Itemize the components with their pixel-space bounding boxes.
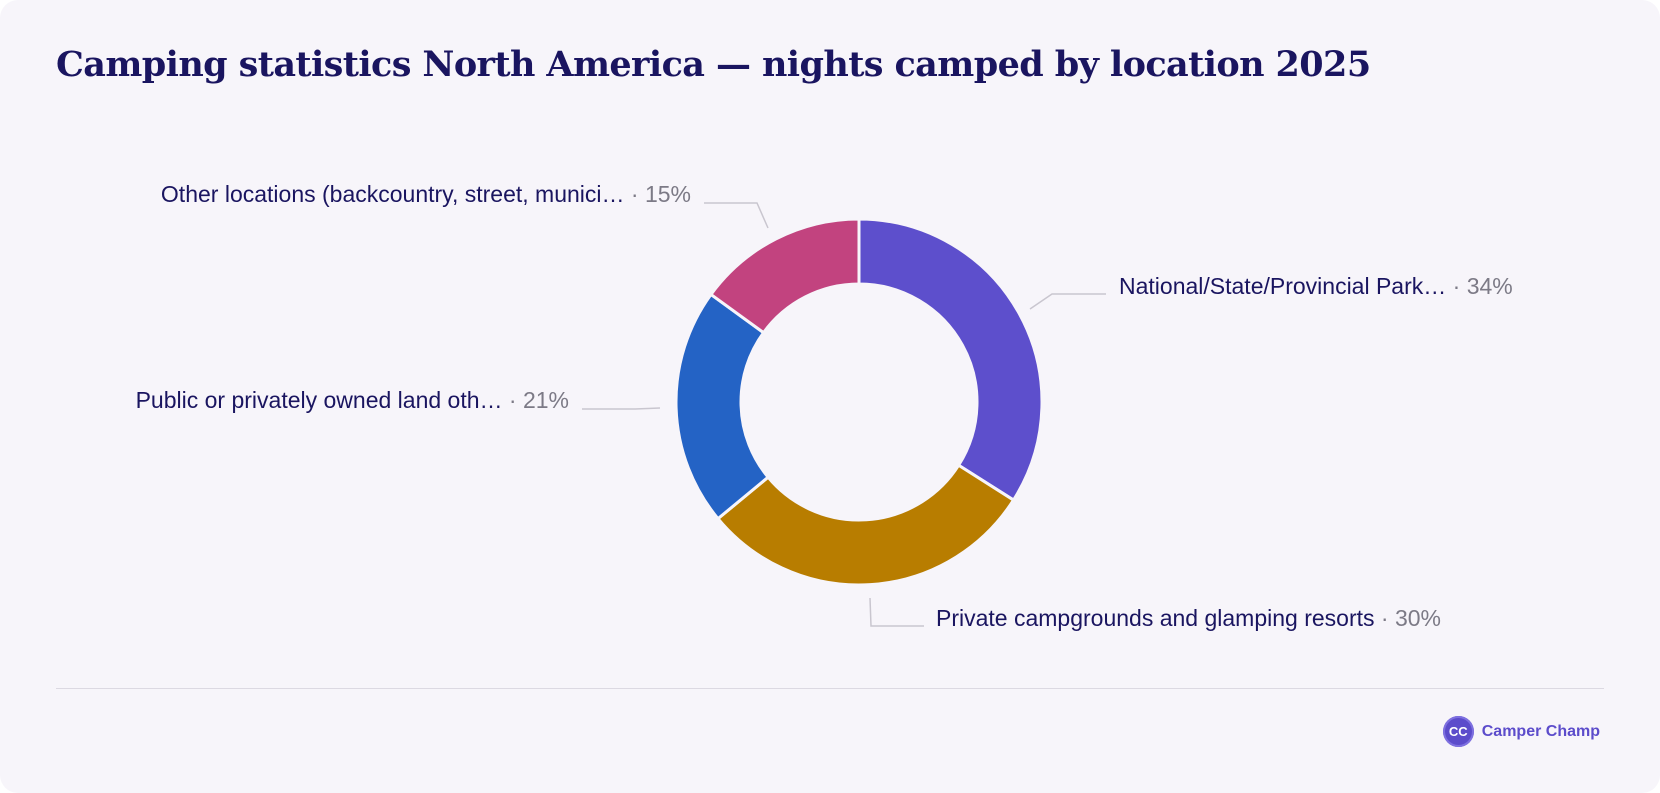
leader-line-national-state-provincial-park [1029,293,1106,310]
slice-other-locations-backcountry-street-munici [709,217,861,335]
footer-divider [56,688,1604,689]
slice-label-text: Private campgrounds and glamping resorts [936,605,1375,631]
brand-logo-icon: CC [1442,716,1474,747]
slice-label-value: · 34% [1446,273,1512,299]
slice-label-value: · 30% [1375,605,1441,631]
slice-label-public-or-privately-owned-land-oth: Public or privately owned land oth… · 21… [136,387,569,413]
slice-label-other-locations-backcountry-street-munici: Other locations (backcountry, street, mu… [161,181,691,207]
slice-label-national-state-provincial-park: National/State/Provincial Park… · 34% [1119,273,1513,299]
slice-national-state-provincial-park [857,217,1044,502]
donut-slices [674,217,1044,587]
brand-name: Camper Champ [1481,722,1600,740]
leader-lines [582,202,1106,627]
slice-public-or-privately-owned-land-oth [674,292,770,521]
slice-label-text: Other locations (backcountry, street, mu… [161,181,625,207]
leader-line-public-or-privately-owned-land-oth [582,407,661,410]
slice-label-value: · 15% [625,181,691,207]
slice-label-text: Public or privately owned land oth… [136,387,503,413]
chart-title: Camping statistics North America — night… [56,44,1371,85]
slice-private-campgrounds-and-glamping-resorts [716,463,1016,587]
leader-line-other-locations-backcountry-street-munici [704,202,769,229]
brand-footer: CC Camper Champ [1442,716,1600,747]
slice-label-private-campgrounds-and-glamping-resorts: Private campgrounds and glamping resorts… [936,605,1441,631]
slice-label-value: · 21% [503,387,569,413]
slice-label-text: National/State/Provincial Park… [1119,273,1446,299]
slice-labels: National/State/Provincial Park… · 34% Pri… [136,181,1513,631]
leader-line-private-campgrounds-and-glamping-resorts [869,597,924,627]
